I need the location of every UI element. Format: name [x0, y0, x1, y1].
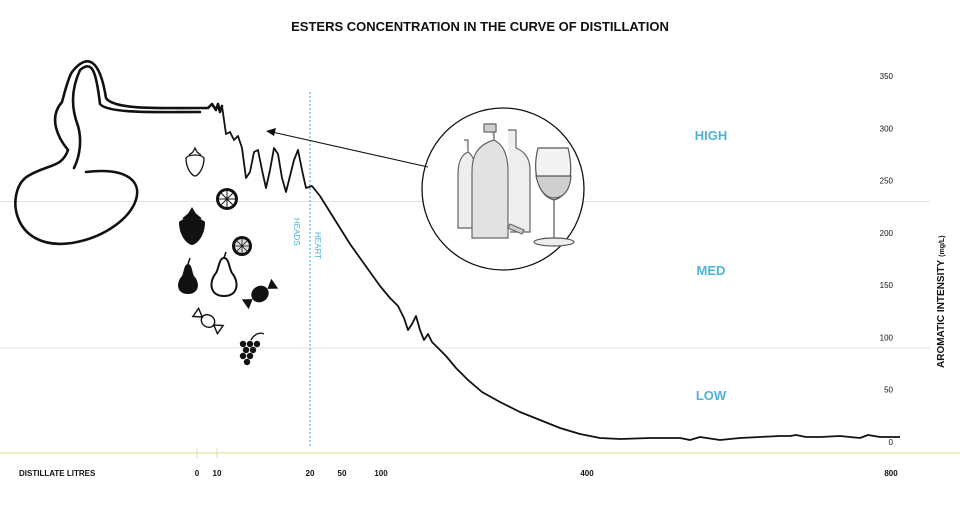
lemon-icon [216, 188, 238, 210]
candy-filled-icon [241, 278, 279, 310]
y-tick-350: 350 [880, 72, 894, 81]
pot-still-illustration [14, 60, 224, 246]
y-tick-labels: 0 50 100 150 200 250 300 350 [880, 72, 894, 447]
x-tick-labels: 0 10 20 50 100 400 800 [195, 448, 898, 478]
x-axis-label: DISTILLATE LITRES [19, 469, 96, 478]
x-tick-400: 400 [580, 469, 594, 478]
y-axis-label-unit: (mg/L) [939, 235, 946, 256]
x-tick-10: 10 [213, 469, 222, 478]
y-tick-100: 100 [880, 333, 894, 342]
y-axis-label: AROMATIC INTENSITY (mg/L) [936, 235, 947, 368]
x-tick-0: 0 [195, 469, 200, 478]
pear-filled-icon [178, 257, 198, 294]
y-tick-250: 250 [880, 177, 894, 186]
chart-title: ESTERS CONCENTRATION IN THE CURVE OF DIS… [291, 19, 669, 34]
y-tick-150: 150 [880, 281, 894, 290]
band-label-low: LOW [696, 388, 727, 403]
citrus-slice-icon [232, 236, 252, 256]
strawberry-outline-icon [185, 146, 205, 177]
phase-label-heads: HEADS [292, 218, 301, 246]
x-tick-100: 100 [374, 469, 388, 478]
x-tick-800: 800 [884, 469, 898, 478]
y-tick-50: 50 [884, 386, 893, 395]
x-tick-50: 50 [338, 469, 347, 478]
grapes-icon [239, 332, 265, 366]
pointer-arrow [266, 128, 429, 168]
y-tick-200: 200 [880, 229, 894, 238]
y-axis-label-text: AROMATIC INTENSITY [936, 260, 947, 368]
y-tick-0: 0 [889, 438, 894, 447]
pear-outline-icon [210, 251, 238, 298]
x-tick-20: 20 [306, 469, 315, 478]
band-label-high: HIGH [695, 128, 728, 143]
band-label-med: MED [697, 263, 726, 278]
y-tick-300: 300 [880, 124, 894, 133]
aroma-icons [178, 146, 279, 366]
esters-curve-line [221, 105, 900, 441]
bottles-and-glass-illustration [421, 107, 585, 271]
candy-outline-icon [191, 306, 225, 336]
phase-label-heart: HEART [313, 232, 322, 259]
strawberry-filled-icon [179, 207, 205, 245]
